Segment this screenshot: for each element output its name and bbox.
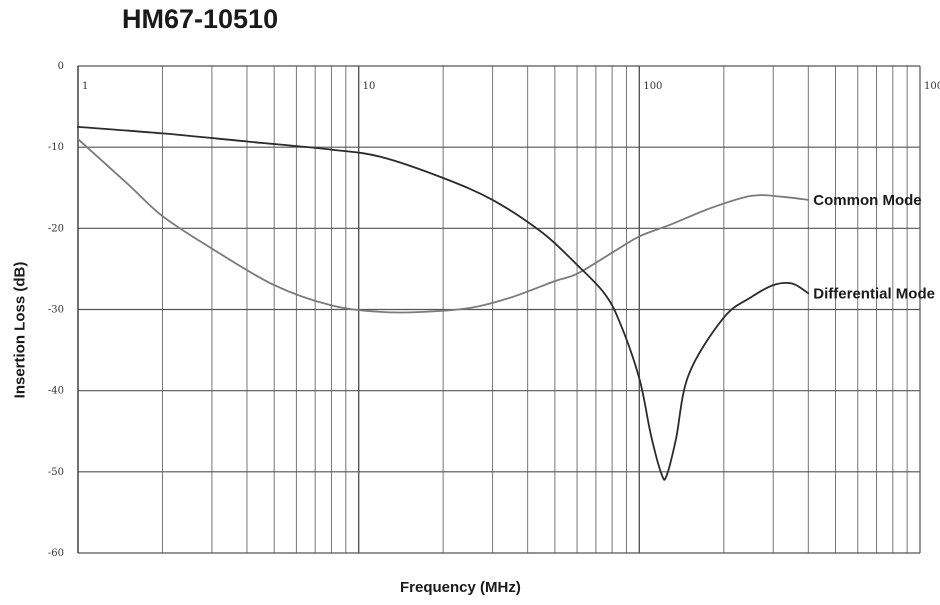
series-line-common-mode [77,138,810,314]
chart-title: HM67-10510 [122,4,279,34]
y-tick-label: -30 [48,305,64,316]
tick-labels: 0 -10 -20 -30 -40 -50 -60 1 10 100 1000 [48,61,940,559]
y-tick-label: -20 [48,223,64,234]
series-line-differential-mode [77,126,810,481]
grid [77,65,921,554]
x-tick-label: 1000 [924,81,940,92]
series-label-differential-mode: Differential Mode [813,285,935,302]
y-tick-label: -40 [48,386,64,397]
series-labels: Common Mode Differential Mode [813,192,935,302]
x-tick-label: 1 [82,81,88,92]
y-tick-label: 0 [58,61,64,72]
x-axis-label: Frequency (MHz) [400,579,521,596]
x-tick-label: 10 [363,81,376,92]
x-tick-label: 100 [643,81,662,92]
series-lines [77,126,810,481]
y-tick-label: -50 [48,467,64,478]
y-tick-label: -60 [48,548,64,559]
y-tick-label: -10 [48,142,64,153]
series-label-common-mode: Common Mode [813,192,921,209]
